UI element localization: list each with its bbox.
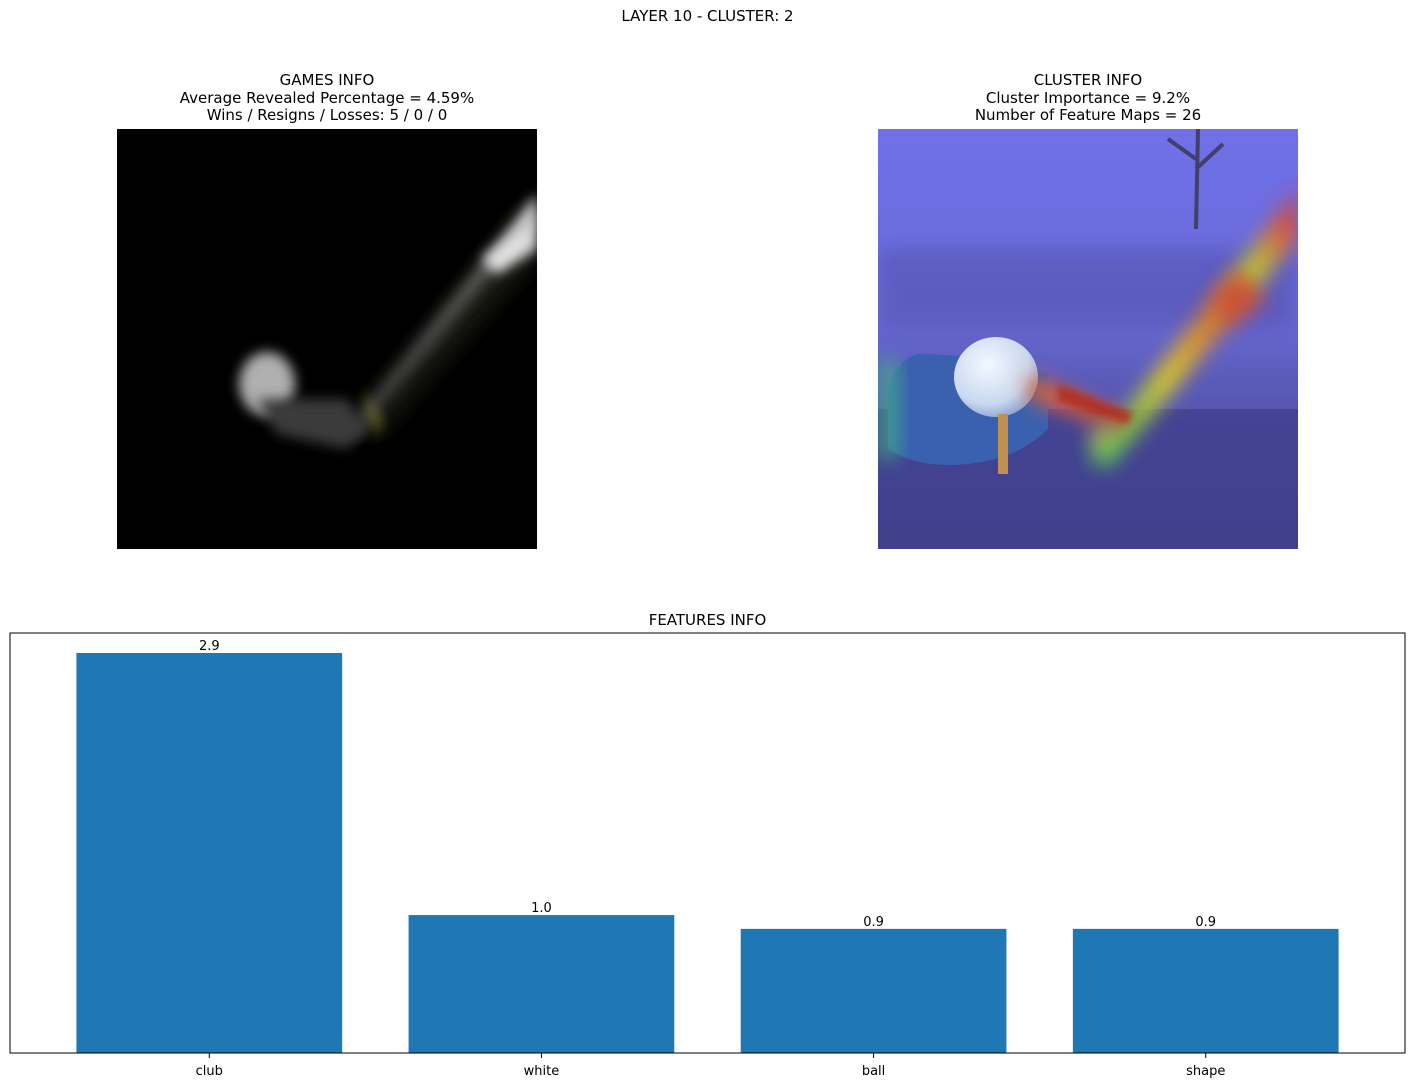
x-ticks-layer: club white ball shape <box>196 1053 1225 1079</box>
bar-club <box>76 653 343 1053</box>
bar-shape <box>1072 928 1339 1053</box>
cluster-heatmap-graphic <box>878 129 1298 549</box>
wins-resigns-losses: Wins / Resigns / Losses: 5 / 0 / 0 <box>206 106 448 124</box>
average-revealed-percentage: Average Revealed Percentage = 4.59% <box>179 88 475 107</box>
data-label-club: 2.9 <box>199 639 220 654</box>
bars-layer <box>76 653 1339 1053</box>
data-labels-layer: 2.9 1.0 0.9 0.9 <box>199 639 1216 930</box>
x-tick-label-club: club <box>196 1064 223 1079</box>
chart-title: FEATURES INFO <box>648 611 767 629</box>
x-tick-label-shape: shape <box>1186 1064 1225 1079</box>
data-label-white: 1.0 <box>531 901 552 916</box>
games-info-title: GAMES INFO <box>279 71 375 89</box>
cluster-info-title: CLUSTER INFO <box>1033 71 1143 89</box>
figure-suptitle: LAYER 10 - CLUSTER: 2 <box>621 7 794 25</box>
data-label-shape: 0.9 <box>1195 915 1216 930</box>
cluster-importance: Cluster Importance = 9.2% <box>985 88 1191 107</box>
axes-frame <box>9 632 1406 1054</box>
x-tick-label-white: white <box>524 1064 560 1079</box>
x-tick-label-ball: ball <box>862 1064 885 1079</box>
bar-white <box>408 915 675 1053</box>
cluster-info-title-block: CLUSTER INFO Cluster Importance = 9.2% N… <box>878 71 1298 125</box>
revealed-image-graphic <box>117 129 537 549</box>
games-info-title-block: GAMES INFO Average Revealed Percentage =… <box>117 71 537 125</box>
bar-ball <box>740 928 1007 1053</box>
cluster-heatmap-image <box>878 129 1298 549</box>
number-of-feature-maps: Number of Feature Maps = 26 <box>974 106 1202 124</box>
data-label-ball: 0.9 <box>863 915 884 930</box>
revealed-image <box>117 129 537 549</box>
